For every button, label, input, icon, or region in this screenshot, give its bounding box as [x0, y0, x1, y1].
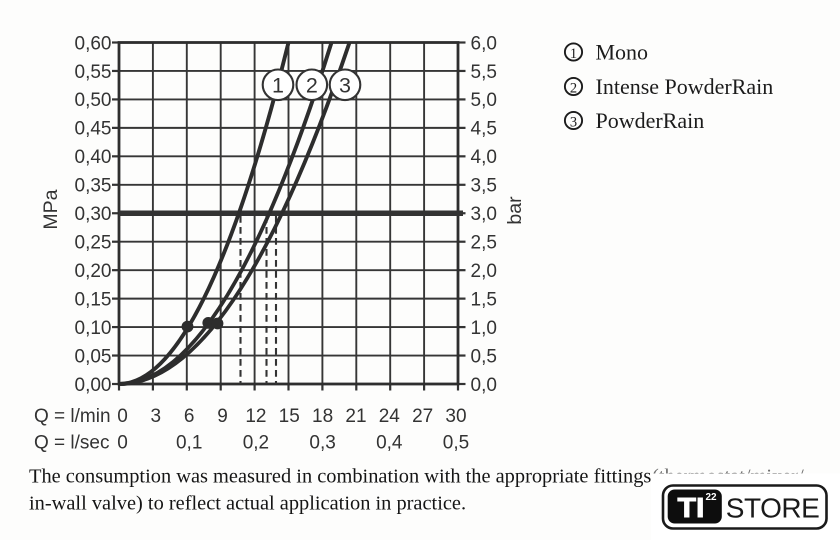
svg-text:0,45: 0,45 [75, 119, 112, 140]
svg-text:3,0: 3,0 [471, 204, 497, 225]
svg-text:0,15: 0,15 [75, 289, 112, 310]
svg-text:Mono: Mono [596, 40, 649, 65]
svg-text:1,0: 1,0 [471, 318, 497, 339]
svg-text:Q = l/sec: Q = l/sec [34, 433, 110, 454]
svg-text:bar: bar [504, 196, 526, 225]
svg-text:0,40: 0,40 [75, 147, 112, 168]
svg-text:1: 1 [570, 46, 577, 62]
svg-text:0,35: 0,35 [75, 176, 112, 197]
svg-text:STORE: STORE [726, 493, 819, 524]
svg-text:6: 6 [184, 406, 195, 427]
svg-text:0,55: 0,55 [75, 62, 112, 83]
svg-text:0,30: 0,30 [75, 204, 112, 225]
svg-text:15: 15 [279, 406, 300, 427]
svg-text:PowderRain: PowderRain [596, 108, 705, 133]
svg-text:2,0: 2,0 [471, 261, 497, 282]
svg-text:0,00: 0,00 [75, 375, 112, 396]
svg-text:Intense PowderRain: Intense PowderRain [596, 74, 774, 99]
svg-text:0,05: 0,05 [75, 346, 112, 367]
svg-text:27: 27 [412, 406, 433, 427]
svg-text:0,20: 0,20 [75, 261, 112, 282]
svg-text:3: 3 [339, 73, 351, 97]
svg-text:2: 2 [570, 80, 577, 96]
svg-text:21: 21 [345, 406, 366, 427]
svg-text:TI: TI [678, 492, 705, 523]
svg-text:3,5: 3,5 [471, 176, 497, 197]
svg-text:0: 0 [117, 406, 128, 427]
svg-text:0,4: 0,4 [376, 433, 403, 454]
svg-text:4,0: 4,0 [471, 147, 497, 168]
svg-text:Q = l/min: Q = l/min [34, 406, 111, 427]
svg-text:3: 3 [570, 114, 577, 130]
svg-text:1,5: 1,5 [471, 289, 497, 310]
svg-text:2: 2 [306, 73, 318, 97]
svg-text:5,5: 5,5 [471, 62, 497, 83]
svg-text:18: 18 [312, 406, 333, 427]
svg-text:22: 22 [705, 492, 717, 503]
svg-text:in-wall valve) to reflect actu: in-wall valve) to reflect actual applica… [29, 493, 466, 515]
svg-text:3: 3 [151, 406, 162, 427]
svg-text:0,5: 0,5 [443, 433, 469, 454]
svg-text:5,0: 5,0 [471, 90, 497, 111]
svg-text:0: 0 [117, 433, 128, 454]
svg-text:0,5: 0,5 [471, 346, 497, 367]
svg-text:4,5: 4,5 [471, 119, 497, 140]
svg-text:The consumption was measured i: The consumption was measured in combinat… [29, 466, 651, 488]
svg-text:12: 12 [245, 406, 266, 427]
svg-text:0,1: 0,1 [176, 433, 202, 454]
svg-text:0,0: 0,0 [471, 375, 497, 396]
svg-text:24: 24 [379, 406, 401, 427]
svg-text:0,25: 0,25 [75, 233, 112, 254]
svg-text:0,2: 0,2 [243, 433, 269, 454]
svg-text:MPa: MPa [40, 189, 62, 229]
svg-text:6,0: 6,0 [471, 33, 497, 54]
svg-text:0,3: 0,3 [309, 433, 335, 454]
svg-text:30: 30 [445, 406, 466, 427]
svg-text:0,50: 0,50 [75, 90, 112, 111]
svg-text:2,5: 2,5 [471, 233, 497, 254]
svg-text:9: 9 [217, 406, 228, 427]
svg-text:1: 1 [272, 73, 284, 97]
svg-text:0,60: 0,60 [75, 33, 112, 54]
svg-text:0,10: 0,10 [75, 318, 112, 339]
